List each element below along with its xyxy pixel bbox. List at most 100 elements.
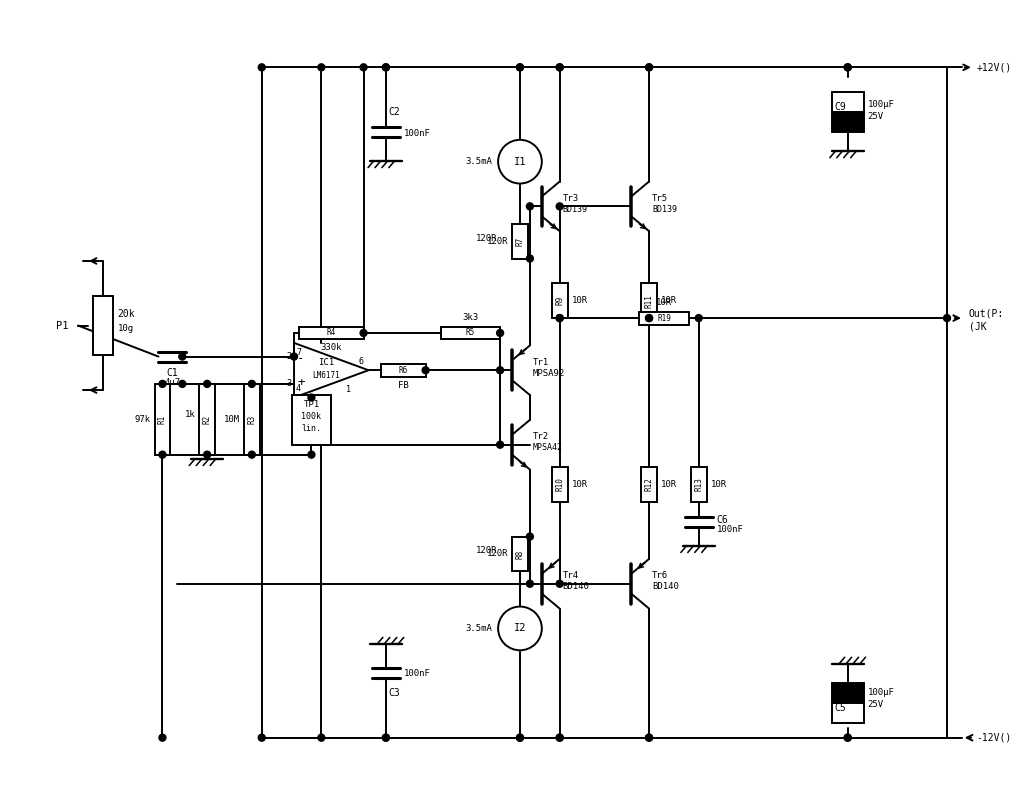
Bar xyxy=(441,327,501,340)
Circle shape xyxy=(556,64,563,71)
Text: R3: R3 xyxy=(247,415,256,424)
Text: 120R: 120R xyxy=(486,237,508,246)
Text: 4μ7: 4μ7 xyxy=(165,378,180,387)
Bar xyxy=(691,467,707,502)
Bar xyxy=(154,384,170,455)
Text: Tr5: Tr5 xyxy=(652,194,668,203)
Circle shape xyxy=(382,64,389,71)
Circle shape xyxy=(646,734,653,741)
Text: R9: R9 xyxy=(555,296,564,305)
Circle shape xyxy=(179,381,185,387)
Text: 25V: 25V xyxy=(867,113,884,122)
Text: BD140: BD140 xyxy=(652,582,679,591)
Circle shape xyxy=(516,734,523,741)
Text: BD139: BD139 xyxy=(562,204,588,214)
Text: Out(P:: Out(P: xyxy=(969,308,1004,318)
Text: 10R: 10R xyxy=(572,296,588,305)
Circle shape xyxy=(845,734,851,741)
Text: 100nF: 100nF xyxy=(404,669,431,678)
Polygon shape xyxy=(294,343,369,398)
Text: C5: C5 xyxy=(834,703,846,713)
Text: MPSA92: MPSA92 xyxy=(533,369,565,378)
Text: 10M: 10M xyxy=(224,415,240,423)
Circle shape xyxy=(845,64,851,71)
Circle shape xyxy=(308,394,315,401)
Text: R10: R10 xyxy=(555,477,564,491)
Bar xyxy=(832,92,863,112)
Text: (JK: (JK xyxy=(969,321,987,331)
Bar xyxy=(512,537,528,572)
Text: Tr1: Tr1 xyxy=(533,357,549,367)
Text: +12V(): +12V() xyxy=(976,62,1012,72)
Text: 100μF: 100μF xyxy=(867,100,894,109)
Text: 1: 1 xyxy=(346,385,351,394)
Circle shape xyxy=(204,451,210,458)
Circle shape xyxy=(516,64,523,71)
Circle shape xyxy=(556,734,563,741)
Circle shape xyxy=(318,64,324,71)
Circle shape xyxy=(526,203,534,210)
Text: Tr6: Tr6 xyxy=(652,572,668,580)
Text: R19: R19 xyxy=(657,314,671,323)
Circle shape xyxy=(496,367,504,374)
Text: 4: 4 xyxy=(296,383,301,393)
Circle shape xyxy=(159,451,166,458)
Bar xyxy=(93,295,113,355)
Text: C3: C3 xyxy=(388,688,400,698)
Circle shape xyxy=(259,64,266,71)
Text: -12V(): -12V() xyxy=(976,733,1012,743)
Text: +: + xyxy=(298,376,305,389)
Text: FB: FB xyxy=(398,381,409,390)
Text: 6: 6 xyxy=(358,357,364,366)
Text: Tr2: Tr2 xyxy=(533,432,549,441)
Text: 100nF: 100nF xyxy=(404,130,431,138)
Text: R12: R12 xyxy=(645,477,654,491)
Text: 100nF: 100nF xyxy=(717,525,744,534)
Circle shape xyxy=(646,315,653,321)
Text: 10R: 10R xyxy=(572,480,588,489)
Text: -: - xyxy=(298,352,305,365)
Circle shape xyxy=(204,381,210,387)
Circle shape xyxy=(556,315,563,321)
Text: 120R: 120R xyxy=(476,233,497,242)
Text: 3k3: 3k3 xyxy=(462,312,478,321)
Circle shape xyxy=(496,329,504,336)
Text: 3.5mA: 3.5mA xyxy=(466,624,492,633)
Circle shape xyxy=(646,64,653,71)
Text: 2: 2 xyxy=(286,352,291,361)
Circle shape xyxy=(556,64,563,71)
Text: R5: R5 xyxy=(466,328,475,337)
Text: lin.: lin. xyxy=(302,424,321,433)
Circle shape xyxy=(318,734,324,741)
Text: 97k: 97k xyxy=(134,415,150,423)
Text: 3: 3 xyxy=(286,379,291,388)
Circle shape xyxy=(516,734,523,741)
Circle shape xyxy=(526,580,534,587)
Circle shape xyxy=(695,315,702,321)
Circle shape xyxy=(646,64,653,71)
Text: 10R: 10R xyxy=(711,480,727,489)
Circle shape xyxy=(845,64,851,71)
Text: IC1: IC1 xyxy=(318,357,335,367)
Circle shape xyxy=(556,315,563,321)
Text: 100μF: 100μF xyxy=(867,688,894,697)
Text: R7: R7 xyxy=(515,237,524,246)
Circle shape xyxy=(646,734,653,741)
Text: MPSA42: MPSA42 xyxy=(533,444,562,452)
Bar xyxy=(299,327,364,340)
Circle shape xyxy=(382,64,389,71)
Circle shape xyxy=(496,441,504,448)
Text: Tr3: Tr3 xyxy=(562,194,579,203)
Circle shape xyxy=(179,353,185,360)
Circle shape xyxy=(556,580,563,587)
Text: LM6171: LM6171 xyxy=(312,370,340,380)
Text: 10R: 10R xyxy=(656,298,672,307)
Circle shape xyxy=(259,734,266,741)
Text: P1: P1 xyxy=(56,320,68,331)
Bar xyxy=(291,395,332,444)
Bar xyxy=(552,467,568,502)
Circle shape xyxy=(360,329,367,336)
Circle shape xyxy=(248,381,255,387)
Circle shape xyxy=(360,64,367,71)
Bar xyxy=(641,283,657,318)
